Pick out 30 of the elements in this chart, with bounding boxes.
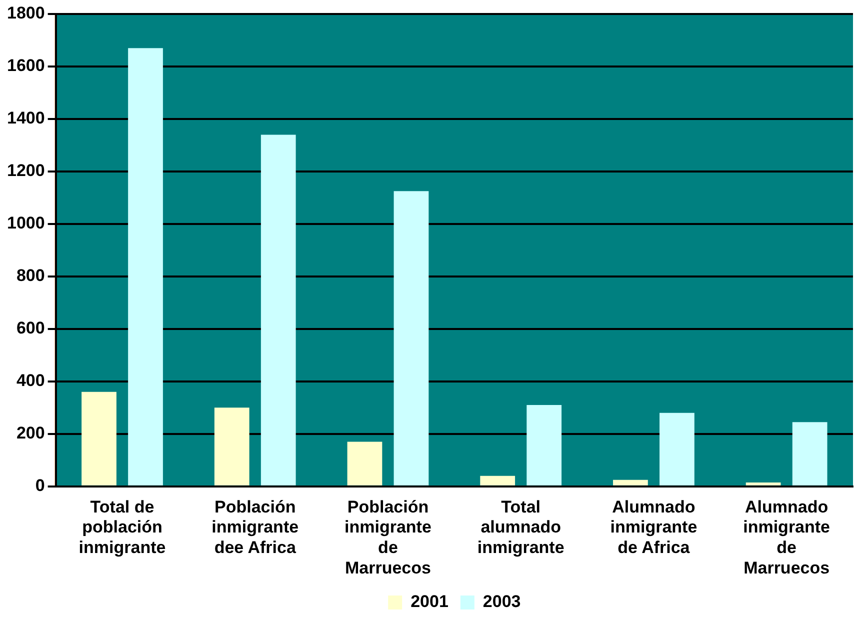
bar	[394, 191, 429, 486]
legend-label: 2003	[482, 592, 521, 612]
y-tick-label: 200	[16, 424, 45, 443]
y-tick-label: 1000	[6, 214, 45, 233]
x-tick-label: Alumnado inmigrante de Africa	[610, 497, 698, 558]
y-tick-label: 800	[16, 266, 45, 286]
bar	[480, 476, 516, 486]
y-tick-label: 400	[16, 371, 45, 390]
bar	[214, 408, 250, 486]
x-tick-label: Alumnado inmigrante de Marruecos	[743, 497, 830, 578]
bar	[526, 405, 562, 486]
bar	[347, 442, 382, 486]
bar	[746, 482, 781, 486]
bar	[613, 480, 648, 486]
legend-label: 2001	[410, 592, 448, 612]
x-tick-label: Población inmigrante dee Africa	[212, 497, 299, 558]
y-tick-label: 1600	[6, 56, 45, 76]
bar	[128, 48, 163, 486]
x-tick-label: Total de población inmigrante	[78, 497, 166, 558]
y-tick-label: 1400	[6, 108, 45, 128]
x-tick-label: Total alumnado inmigrante	[477, 497, 564, 558]
y-tick-label: 1800	[6, 4, 45, 23]
bar	[792, 422, 828, 486]
bar	[82, 392, 116, 486]
y-tick-label: 600	[16, 318, 45, 338]
y-tick-label: 0	[35, 476, 45, 496]
bar	[660, 412, 694, 486]
bar	[260, 134, 296, 486]
y-tick-label: 1200	[6, 161, 45, 180]
x-tick-label: Población inmigrante de Marruecos	[344, 497, 432, 578]
